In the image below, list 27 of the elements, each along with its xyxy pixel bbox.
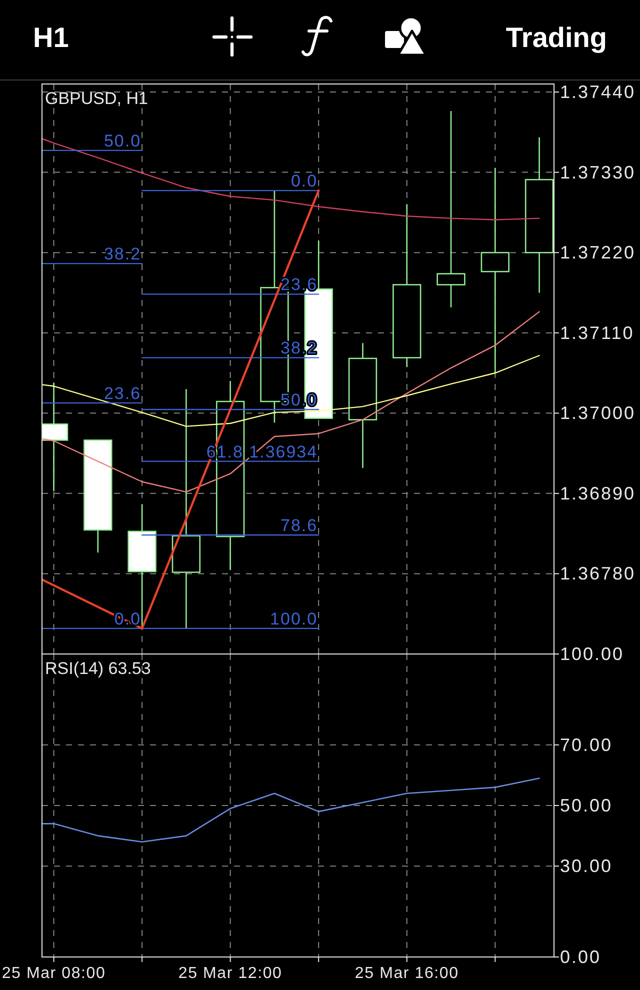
y-tick-label: 1.36890 <box>560 483 636 504</box>
x-tick-label: 25 Mar 08:00 <box>2 965 106 982</box>
chart-title: RSI(14) 63.53 <box>45 659 151 678</box>
annotation: 23.6 <box>104 384 142 403</box>
y-tick-label: 1.37220 <box>560 242 636 263</box>
y-tick-label: 1.37110 <box>560 322 634 343</box>
x-tick-label: 25 Mar 16:00 <box>354 965 459 982</box>
annotation: 0.0 <box>290 172 318 191</box>
y-tick-label: 100.00 <box>560 644 624 664</box>
y-tick-label: 0.00 <box>560 947 602 967</box>
y-tick-label: 30.00 <box>560 856 613 876</box>
y-tick-label: 1.37000 <box>560 403 636 424</box>
text: H1 <box>33 22 69 53</box>
y-tick-label: 1.37440 <box>560 82 636 102</box>
chart-title: GBPUSD, H1 <box>45 89 148 108</box>
annotation: 78.6 <box>280 516 318 536</box>
text: Trading <box>506 22 607 53</box>
annotation: 23.6 <box>280 275 318 294</box>
y-tick-label: 1.36780 <box>560 564 636 584</box>
annotation: 38.2 <box>104 244 142 264</box>
y-tick-label: 50.00 <box>560 796 613 816</box>
y-tick-label: 1.37330 <box>560 162 636 182</box>
annotation: 50.0 <box>104 131 142 150</box>
annotation: 100.0 <box>270 609 318 628</box>
x-tick-label: 25 Mar 12:00 <box>178 965 282 982</box>
candlestick <box>436 110 466 308</box>
y-tick-label: 70.00 <box>560 734 613 755</box>
